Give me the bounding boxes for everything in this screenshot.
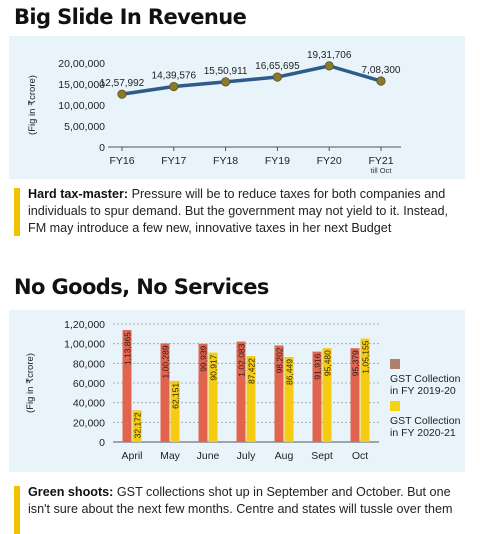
bar-fy-2020-21 [208,352,218,442]
bar-fy-2020-21 [170,380,180,442]
legend-label: GST Collection [390,373,461,385]
bar-fy-2020-21 [246,356,256,442]
data-label: 1,13,865 [123,332,133,365]
x-tick-label: FY19 [265,155,290,167]
data-point [117,89,127,99]
y-tick-label: 40,000 [73,398,105,410]
data-label: 87,422 [247,358,257,384]
chart-title-revenue: Big Slide In Revenue [14,5,247,29]
legend-label: GST Collection [390,415,461,427]
revenue-series-line [121,64,382,96]
note-lead: Green shoots: [28,485,114,499]
data-label: 15,50,911 [204,66,248,77]
x-tick-label: FY21 [368,155,393,167]
x-tick-sublabel: till Oct [371,166,393,175]
x-tick-label: FY18 [213,155,238,167]
x-tick-label: July [237,450,256,462]
y-axis-label: (Fig in ₹crore) [27,75,38,135]
data-label: 1,05,155 [361,340,371,373]
y-tick-label: 15,00,000 [58,79,105,91]
data-label: 95,379 [351,350,361,376]
x-tick-label: May [160,450,181,462]
note-accent-bar [14,188,20,236]
data-label: 90,917 [209,354,219,380]
y-tick-label: 5,00,000 [64,121,105,133]
x-tick-label: FY16 [109,155,134,167]
bar-fy-2019-20 [350,348,360,442]
data-point [221,77,231,87]
note-lead: Hard tax-master: [28,187,129,201]
data-label: 86,449 [285,359,295,385]
y-tick-label: 0 [99,437,105,449]
data-label: 19,31,706 [307,50,352,61]
note-body: Pressure will be to reduce taxes for bot… [28,187,449,235]
y-tick-label: 0 [99,142,105,154]
data-label: 1,00,289 [161,345,171,378]
x-tick-label: April [121,450,142,462]
data-label: 62,151 [171,383,181,409]
data-label: 12,57,992 [100,78,145,89]
y-tick-label: 80,000 [73,358,105,370]
gst-chart-panel: (Fig in ₹crore) 0 20,000 40,000 60,000 80,000… [9,310,465,472]
note-hard-tax-master: Hard tax-master: Pressure will be to red… [14,186,466,237]
bar-fy-2020-21 [360,338,370,442]
note-text: Hard tax-master: Pressure will be to red… [28,186,466,237]
revenue-chart-panel: (Fig in ₹crore) 0 5,00,000 10,00,000 15,00,0… [9,36,465,179]
legend-swatch [390,401,400,411]
bar-fy-2020-21 [132,410,142,442]
x-tick-label: FY17 [161,155,186,167]
data-point [169,81,179,92]
data-label: 99,939 [199,345,209,371]
data-point [324,61,334,71]
note-body: GST collections shot up in September and… [28,485,453,516]
data-point [272,72,282,82]
x-tick-label: FY20 [317,155,342,167]
x-tick-label: June [197,450,220,462]
legend-label: in FY 2020-21 [390,427,456,439]
bar-fy-2020-21 [322,348,332,442]
note-accent-bar [14,486,20,534]
data-label: 14,39,576 [152,71,197,82]
gst-bar-chart: (Fig in ₹crore) 0 20,000 40,000 60,000 80,000… [25,319,461,462]
y-tick-label: 1,20,000 [64,319,105,331]
chart-title-gst: No Goods, No Services [14,275,269,299]
legend-swatch [390,359,400,369]
bar-fy-2019-20 [312,351,322,442]
bar-fy-2019-20 [122,330,132,442]
bar-fy-2020-21 [284,356,294,442]
x-tick-label: Sept [311,450,333,462]
note-green-shoots: Green shoots: GST collections shot up in… [14,484,466,534]
y-axis-label: (Fig in ₹crore) [25,353,36,413]
revenue-line-chart: (Fig in ₹crore) 0 5,00,000 10,00,000 15,00,0… [27,50,401,175]
data-label: 1,02,083 [237,343,247,376]
bar-fy-2019-20 [274,345,284,442]
y-tick-label: 1,00,000 [64,339,105,351]
bar-fy-2019-20 [160,343,170,442]
legend-label: in FY 2019-20 [390,385,456,397]
data-label: 16,65,695 [255,61,300,72]
data-point [376,76,386,86]
data-label: 91,916 [313,353,323,379]
y-tick-label: 60,000 [73,378,105,390]
x-tick-label: Oct [352,450,368,462]
data-label: 7,08,300 [362,65,401,76]
y-tick-label: 20,00,000 [58,58,105,70]
bar-fy-2019-20 [236,341,246,442]
bar-fy-2019-20 [198,343,208,442]
data-label: 32,172 [133,412,143,438]
y-tick-label: 20,000 [73,417,105,429]
y-tick-label: 10,00,000 [58,100,105,112]
data-label: 95,480 [323,350,333,376]
data-label: 98,202 [275,347,285,373]
note-text: Green shoots: GST collections shot up in… [28,484,466,518]
x-tick-label: Aug [275,450,294,462]
